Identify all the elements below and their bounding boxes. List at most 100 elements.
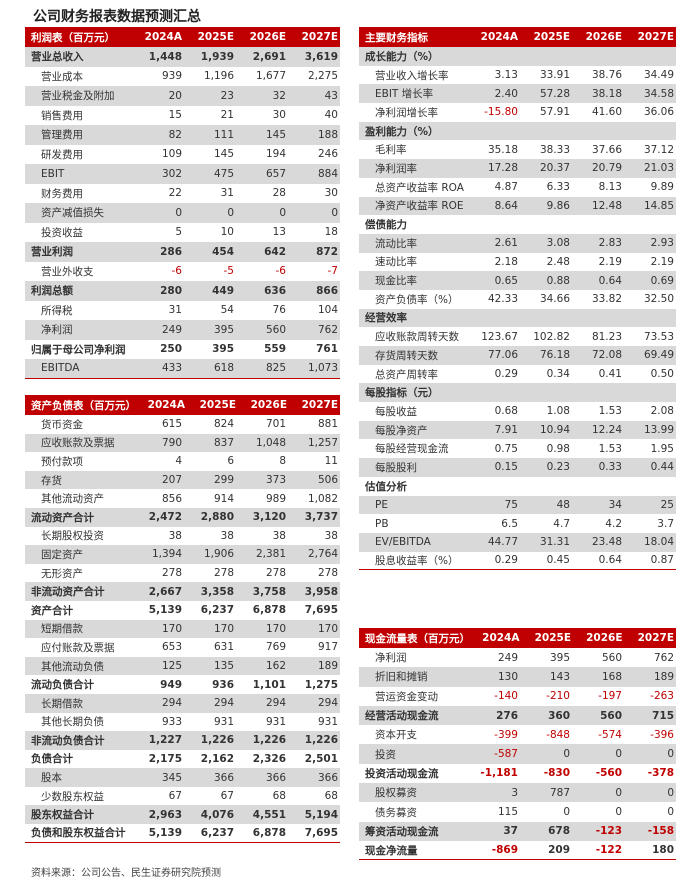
cell-value: 6,878	[252, 826, 286, 839]
row-label: 每股经营现金流	[375, 443, 449, 456]
cell-value: -1,181	[480, 767, 518, 780]
cell-value: 3,958	[304, 585, 338, 598]
cell-value: -587	[494, 748, 518, 761]
row-label: 现金比率	[375, 275, 417, 288]
table-row: 长期借款 294 294 294 294	[25, 693, 340, 713]
cell-value: 0.29	[494, 368, 518, 381]
cell-value: 3,120	[252, 511, 286, 524]
cell-value: 5,194	[304, 808, 338, 821]
table-row: 股东权益合计 2,963 4,076 4,551 5,194	[25, 805, 340, 825]
cell-value: 123.67	[481, 330, 518, 343]
row-label: 投资	[375, 748, 396, 761]
year-header: 2026E	[250, 399, 287, 411]
table-row: 投资活动现金流 -1,181 -830 -560 -378	[359, 764, 676, 783]
cell-value: 0.64	[598, 274, 622, 287]
row-label: 无形资产	[41, 567, 83, 580]
cell-value: 653	[161, 641, 182, 654]
cell-value: 914	[213, 492, 234, 505]
cell-value: 949	[160, 678, 182, 691]
cell-value: 194	[265, 148, 286, 161]
cell-value: 6.33	[546, 181, 570, 194]
header-label: 主要财务指标	[365, 31, 428, 44]
cell-value: 0.75	[494, 442, 518, 455]
cell-value: 615	[161, 418, 182, 431]
cell-value: 3.7	[657, 517, 674, 530]
cell-value: 15	[168, 109, 182, 122]
table-row: 所得税 31 54 76 104	[25, 301, 340, 321]
cell-value: 3.13	[494, 69, 518, 82]
row-label: 资产减值损失	[41, 207, 104, 220]
year-header: 2026E	[585, 31, 622, 43]
cell-value: 8	[279, 455, 286, 468]
row-label: 盈利能力（%）	[365, 125, 439, 138]
table-row: 营业成本 939 1,196 1,677 2,275	[25, 67, 340, 87]
table-row: 其他流动负债 125 135 162 189	[25, 656, 340, 676]
cell-value: 145	[213, 148, 234, 161]
cell-value: 2,691	[252, 50, 286, 63]
cell-value: 2,326	[252, 752, 286, 765]
table-row: 利润总额 280 449 636 866	[25, 281, 340, 301]
header-label: 资产负债表（百万元）	[31, 399, 136, 412]
table-row: 研发费用 109 145 194 246	[25, 145, 340, 165]
cell-value: 989	[265, 492, 286, 505]
cell-value: 40	[324, 109, 338, 122]
cell-value: 4,551	[252, 808, 286, 821]
cell-value: 10	[220, 226, 234, 239]
row-label: EV/EBITDA	[375, 536, 431, 549]
cell-value: 31	[168, 304, 182, 317]
cell-value: 837	[213, 436, 234, 449]
cell-value: 2,764	[307, 548, 338, 561]
table-row: 营业外收支 -6 -5 -6 -7	[25, 262, 340, 282]
row-label: 固定资产	[41, 548, 83, 561]
row-label: 应收账款及票据	[41, 437, 115, 450]
cell-value: 68	[272, 790, 286, 803]
cell-value: -6	[275, 265, 286, 278]
cell-value: 42.33	[487, 293, 518, 306]
cell-value: 280	[160, 284, 182, 297]
cell-value: 0	[615, 748, 622, 761]
cell-value: 559	[264, 343, 286, 356]
row-label: 存货	[41, 474, 62, 487]
year-header: 2025E	[199, 399, 236, 411]
table-row: 无形资产 278 278 278 278	[25, 564, 340, 583]
table-row: 资产合计 5,139 6,237 6,878 7,695	[25, 601, 340, 620]
balance-sheet-table: 资产负债表（百万元） 2024A 2025E 2026E 2027E 货币资金 615 824…	[25, 395, 340, 843]
cell-value: 43	[324, 89, 338, 102]
cell-value: 636	[264, 284, 286, 297]
cell-value: 678	[548, 825, 570, 838]
cell-value: 2.83	[598, 237, 622, 250]
cell-value: 286	[160, 245, 182, 258]
row-label: 资产合计	[31, 604, 73, 617]
cell-value: 8.64	[494, 199, 518, 212]
table-row: 经营效率	[359, 308, 676, 328]
row-label: 股本	[41, 772, 62, 785]
cell-value: 0	[563, 806, 570, 819]
table-row: 应收账款及票据 790 837 1,048 1,257	[25, 433, 340, 453]
cell-value: 2,162	[200, 752, 234, 765]
year-header: 2025E	[197, 31, 234, 43]
cell-value: 3,758	[252, 585, 286, 598]
cell-value: 1.95	[650, 442, 674, 455]
cell-value: 36.06	[643, 106, 674, 119]
cell-value: 294	[213, 697, 234, 710]
cell-value: 715	[652, 709, 674, 722]
cell-value: 294	[265, 697, 286, 710]
row-label: 营运资金变动	[375, 690, 438, 703]
row-label: 速动比率	[375, 256, 417, 269]
cell-value: 10.94	[539, 424, 570, 437]
table-header: 资产负债表（百万元） 2024A 2025E 2026E 2027E	[25, 395, 340, 415]
row-label: 股东权益合计	[31, 809, 94, 822]
table-row: 每股指标（元）	[359, 383, 676, 403]
cell-value: 34	[608, 498, 622, 511]
cell-value: 0.88	[546, 274, 570, 287]
cell-value: 933	[161, 715, 182, 728]
cell-value: 366	[265, 771, 286, 784]
cell-value: 76.18	[539, 349, 570, 362]
cell-value: 872	[316, 245, 338, 258]
cell-value: 3,358	[200, 585, 234, 598]
table-row: 资本开支 -399 -848 -574 -396	[359, 725, 676, 744]
cell-value: 21	[220, 109, 234, 122]
row-label: EBITDA	[41, 362, 80, 375]
row-label: 其他流动资产	[41, 493, 104, 506]
cell-value: 13.99	[643, 424, 674, 437]
